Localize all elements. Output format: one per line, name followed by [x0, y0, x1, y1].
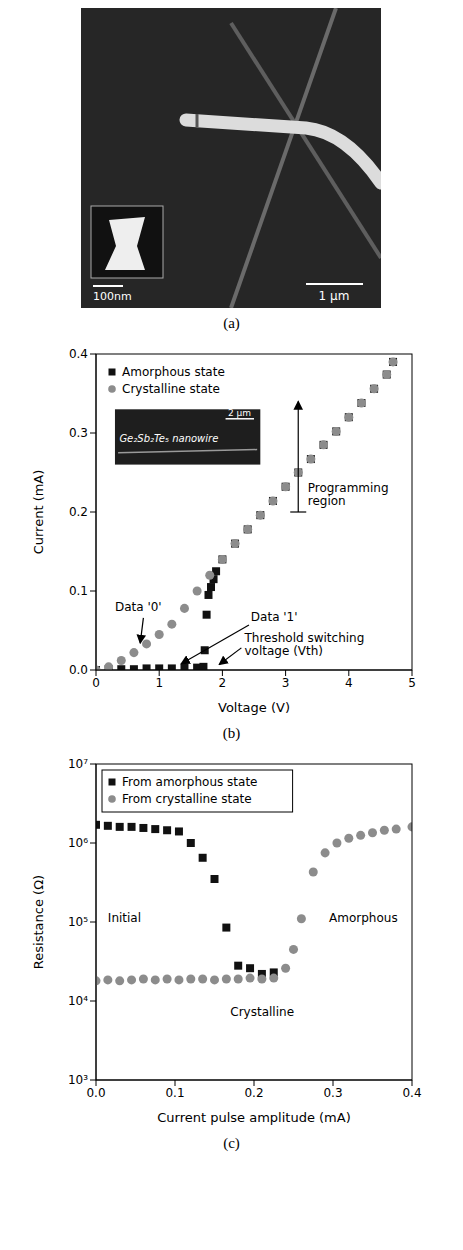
svg-text:1: 1: [155, 676, 163, 690]
svg-text:Amorphous: Amorphous: [329, 911, 398, 925]
svg-text:Programmingregion: Programmingregion: [308, 481, 389, 508]
svg-text:From crystalline state: From crystalline state: [122, 792, 252, 806]
html-text:(c): (c): [223, 1135, 240, 1151]
svg-text:0.1: 0.1: [165, 1086, 184, 1100]
svg-text:From amorphous state: From amorphous state: [122, 775, 258, 789]
html-text:(a): (a): [223, 315, 240, 331]
svg-text:Initial: Initial: [108, 911, 141, 925]
svg-text:0.3: 0.3: [323, 1086, 342, 1100]
svg-text:Crystalline: Crystalline: [230, 1005, 294, 1019]
svg-text:10⁷: 10⁷: [68, 757, 88, 771]
html-text:(b): (b): [222, 725, 241, 741]
svg-text:10⁴: 10⁴: [68, 994, 88, 1008]
svg-text:Threshold switchingvoltage (Vt: Threshold switchingvoltage (Vth): [244, 631, 365, 658]
svg-text:10³: 10³: [68, 1073, 88, 1087]
svg-text:10⁵: 10⁵: [68, 915, 88, 929]
svg-text:0.2: 0.2: [69, 505, 88, 519]
svg-text:0.4: 0.4: [402, 1086, 421, 1100]
svg-text:3: 3: [282, 676, 290, 690]
svg-text:Resistance (Ω): Resistance (Ω): [31, 875, 46, 969]
svg-text:5: 5: [408, 676, 416, 690]
svg-text:100nm: 100nm: [93, 290, 132, 303]
svg-text:2 µm: 2 µm: [228, 408, 251, 418]
svg-text:0.4: 0.4: [69, 347, 88, 361]
svg-text:Current (mA): Current (mA): [31, 470, 46, 555]
svg-text:Ge₂Sb₂Te₅ nanowire: Ge₂Sb₂Te₅ nanowire: [119, 433, 218, 444]
svg-text:Voltage (V): Voltage (V): [218, 700, 290, 715]
svg-text:0.3: 0.3: [69, 426, 88, 440]
svg-text:0.0: 0.0: [86, 1086, 105, 1100]
svg-text:Data '1': Data '1': [251, 610, 298, 624]
svg-text:10⁶: 10⁶: [68, 836, 88, 850]
svg-text:0.0: 0.0: [69, 663, 88, 677]
svg-text:Data '0': Data '0': [115, 600, 162, 614]
svg-text:0: 0: [92, 676, 100, 690]
svg-text:Amorphous state: Amorphous state: [122, 365, 225, 379]
svg-text:Crystalline state: Crystalline state: [122, 382, 220, 396]
svg-text:0.2: 0.2: [244, 1086, 263, 1100]
svg-text:2: 2: [219, 676, 227, 690]
svg-text:1 µm: 1 µm: [319, 289, 350, 303]
svg-text:4: 4: [345, 676, 353, 690]
svg-text:Current pulse amplitude (mA): Current pulse amplitude (mA): [157, 1110, 351, 1125]
svg-text:0.1: 0.1: [69, 584, 88, 598]
